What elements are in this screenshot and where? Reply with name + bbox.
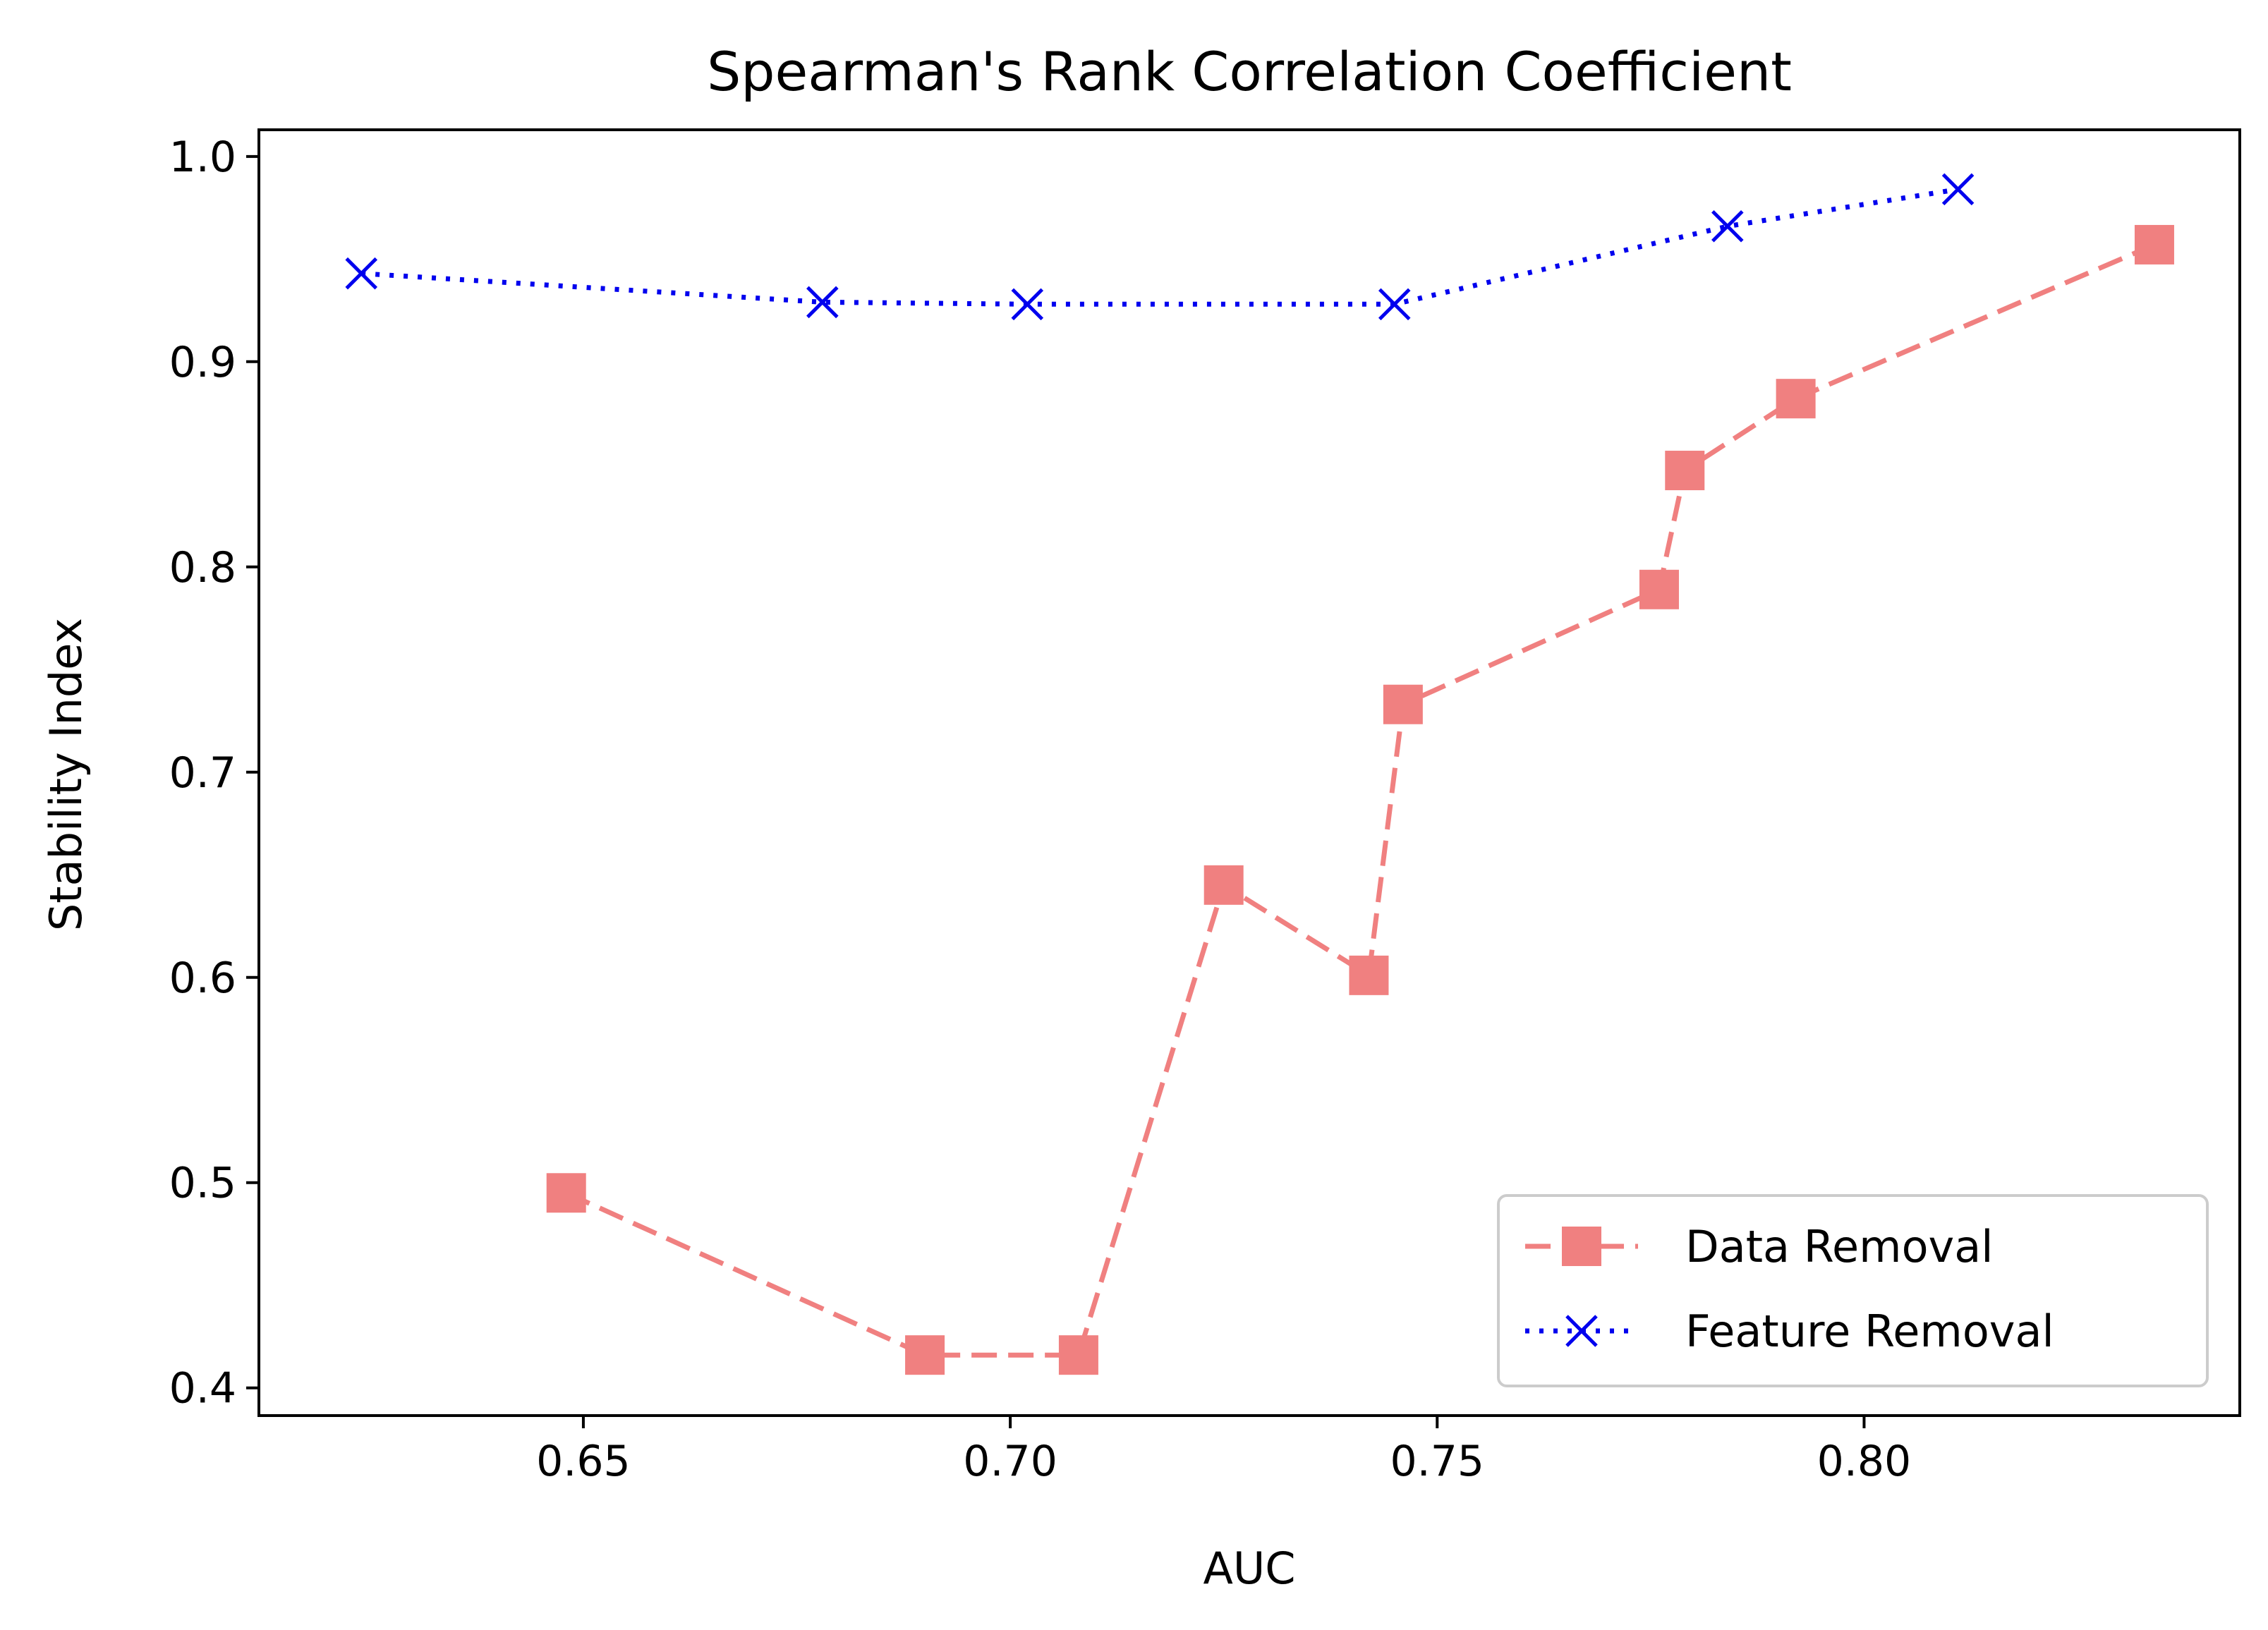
data-point [1058,1335,1098,1375]
x-tick-label: 0.80 [1817,1437,1912,1486]
y-tick-label: 0.9 [169,338,236,387]
x-tick-label: 0.75 [1390,1437,1484,1486]
legend-label: Data Removal [1685,1221,1993,1272]
data-point [1711,209,1744,243]
data-point [1665,451,1705,491]
data-point [1941,173,1975,206]
data-point [546,1173,586,1213]
y-tick-label: 0.8 [169,543,236,592]
data-point [1011,288,1044,321]
x-axis: 0.65 0.70 0.75 0.80 [536,1416,1911,1486]
x-axis-title: AUC [1203,1543,1295,1594]
series-layer [345,173,2174,1375]
y-axis: 0.4 0.5 0.6 0.7 0.8 0.9 1.0 [169,133,259,1413]
legend-box [1497,1194,2209,1387]
legend-item: Data Removal [1525,1221,1993,1272]
data-point [1776,379,1816,419]
series-0 [546,224,2174,1375]
y-tick-label: 0.4 [169,1364,236,1413]
legend: Data Removal Feature Removal [1497,1194,2209,1387]
series-line [565,242,2156,1358]
series-line [360,186,1959,307]
legend-swatch-marker [1562,1227,1601,1266]
y-tick-label: 1.0 [169,133,236,182]
y-tick-label: 0.7 [169,748,236,798]
data-point [905,1335,945,1375]
x-tick-label: 0.65 [536,1437,631,1486]
x-tick-label: 0.70 [963,1437,1057,1486]
data-point [1203,865,1244,905]
data-point [345,257,378,290]
y-axis-title: Stability Index [40,618,92,931]
data-point [1378,288,1411,321]
chart-title: Spearman's Rank Correlation Coefficient [707,40,1792,103]
data-point [1383,684,1423,724]
data-point [2134,224,2174,264]
series-1 [345,173,1975,321]
y-tick-label: 0.5 [169,1159,236,1208]
legend-label: Feature Removal [1685,1306,2054,1357]
data-point [1349,955,1389,995]
y-tick-label: 0.6 [169,954,236,1003]
data-point [1639,569,1679,609]
legend-swatch-marker [1565,1315,1598,1347]
legend-item: Feature Removal [1525,1306,2054,1357]
data-point [806,286,839,319]
